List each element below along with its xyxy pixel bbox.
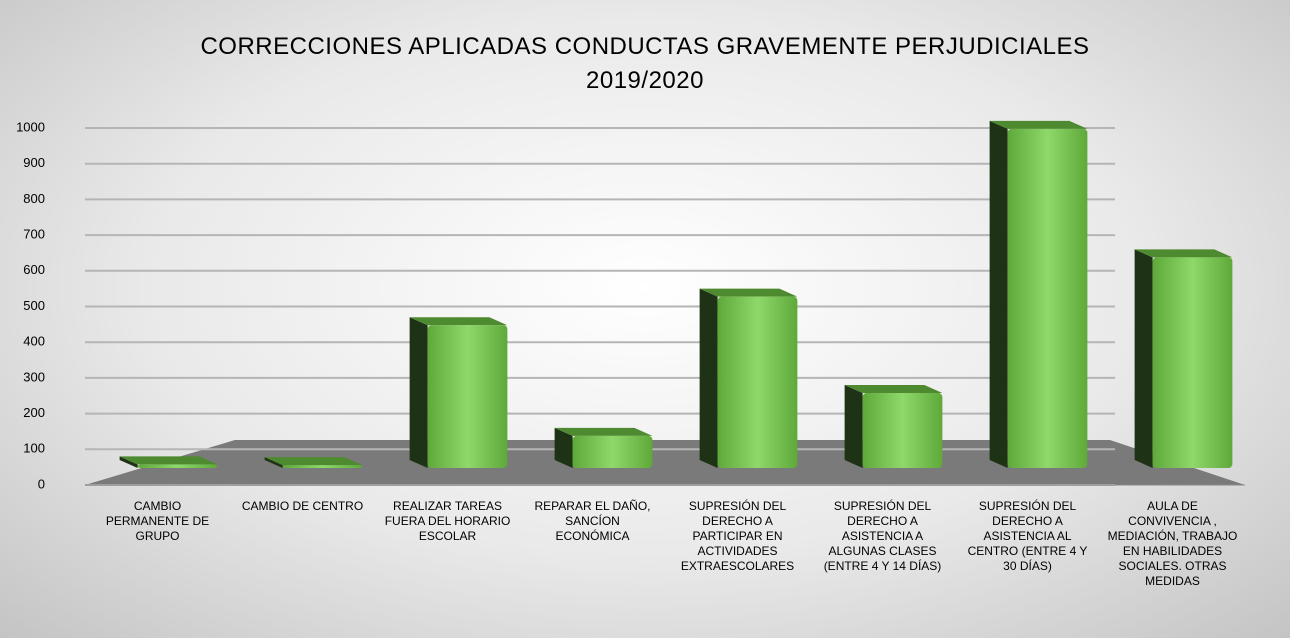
- x-tick-label: SUPRESIÓN DEL DERECHO A ASISTENCIA AL CE…: [967, 499, 1088, 573]
- bar-side: [554, 427, 573, 468]
- floor: [85, 440, 1245, 485]
- x-tick-label: CAMBIO DE CENTRO: [241, 499, 364, 513]
- y-tick-label: 100: [23, 441, 45, 456]
- bar-side: [264, 457, 283, 468]
- bar-top: [1134, 249, 1233, 258]
- x-tick-label: REPARAR EL DAÑO, SANCÍON ECONÓMICA: [534, 499, 651, 543]
- y-tick-label: 400: [23, 334, 45, 349]
- bar-top: [554, 427, 653, 436]
- y-tick-label: 600: [23, 262, 45, 277]
- bar: [1007, 128, 1088, 468]
- y-tick-label: 300: [23, 369, 45, 384]
- x-tick-label: SUPRESIÓN DEL DERECHO A PARTICIPAR EN AC…: [680, 499, 795, 573]
- bar-side: [119, 456, 138, 468]
- y-tick-label: 800: [23, 191, 45, 206]
- bar: [282, 465, 363, 468]
- bar-side: [699, 288, 718, 468]
- x-tick-label: AULA DE CONVIVENCIA , MEDIACIÓN, TRABAJO…: [1107, 499, 1238, 588]
- chart-title: CORRECCIONES APLICADAS CONDUCTAS GRAVEME…: [200, 33, 1090, 94]
- bar-side: [1134, 249, 1153, 468]
- y-tick-label: 500: [23, 298, 45, 313]
- bar: [1152, 257, 1233, 468]
- y-tick-label: 1000: [16, 119, 45, 134]
- x-tick-label: REALIZAR TAREAS FUERA DEL HORARIO ESCOLA…: [384, 499, 511, 543]
- bar-top: [264, 457, 363, 466]
- bar-top: [119, 456, 218, 465]
- bar-side: [844, 385, 863, 468]
- bar-top: [699, 288, 798, 297]
- y-tick-label: 700: [23, 227, 45, 242]
- bar: [137, 464, 218, 468]
- bar: [862, 393, 943, 468]
- y-tick-label: 200: [23, 405, 45, 420]
- x-tick-label: SUPRESIÓN DEL DERECHO A ASISTENCIA A ALG…: [823, 499, 942, 573]
- bar-side: [409, 317, 428, 468]
- y-tick-label: 900: [23, 155, 45, 170]
- bar-top: [409, 317, 508, 326]
- bar-top: [844, 385, 943, 394]
- bar: [572, 435, 653, 468]
- x-tick-label: CAMBIO PERMANENTE DE GRUPO: [105, 499, 210, 543]
- bar: [427, 325, 508, 468]
- bar-side: [989, 120, 1008, 468]
- y-tick-label: 0: [38, 476, 45, 491]
- bar-top: [989, 120, 1088, 129]
- bar: [717, 296, 798, 468]
